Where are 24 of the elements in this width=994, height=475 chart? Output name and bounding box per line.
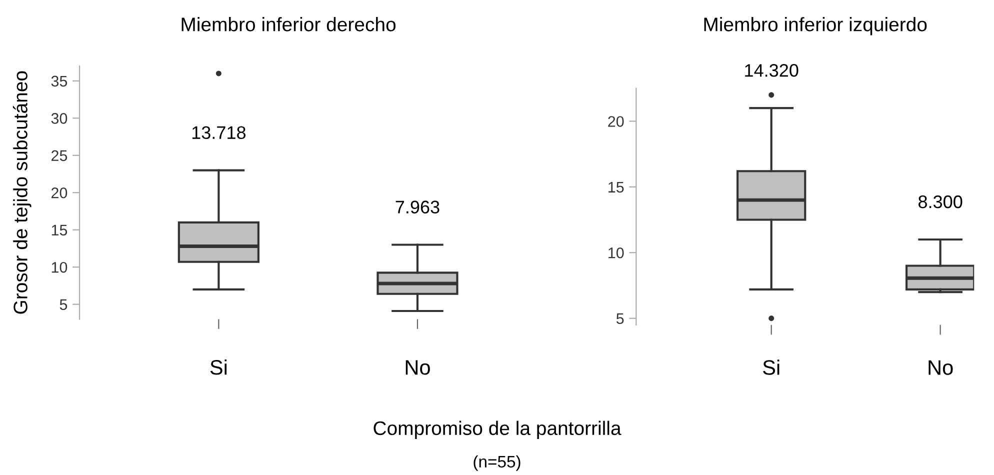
- x-tick-label: Si: [763, 360, 780, 375]
- y-tick-label: 10: [608, 247, 624, 258]
- y-tick-label: 25: [51, 150, 68, 162]
- annotation: 13.718: [192, 126, 246, 140]
- y-tick-label: 15: [52, 224, 68, 236]
- x-tick-label: No: [928, 360, 953, 375]
- text: 14.320: [745, 64, 798, 77]
- y-tick-label: 20: [51, 187, 68, 198]
- y-tick-label: 35: [51, 76, 68, 87]
- x-tick-label: Si: [210, 359, 227, 375]
- y-tick-label: 20: [608, 116, 624, 127]
- chart-title: Miembro inferior derecho: [182, 17, 396, 32]
- y-tick-label: 10: [52, 262, 68, 273]
- annotation: 8.300: [918, 195, 962, 208]
- y-tick-label: 5: [616, 313, 624, 324]
- y-axis-title: Grosor de tejido subcutáneo: [12, 71, 32, 314]
- y-tick-label: 15: [608, 182, 624, 193]
- text: (n=55): [474, 455, 520, 471]
- chart-title: Miembro inferior izquierdo: [704, 17, 927, 36]
- y-tick-label: 5: [60, 299, 68, 310]
- annotation: 7.963: [396, 200, 440, 214]
- x-axis-title: Compromiso de la pantorrilla: [374, 420, 622, 439]
- y-tick-label: 30: [51, 113, 68, 124]
- x-tick-label: No: [406, 360, 430, 375]
